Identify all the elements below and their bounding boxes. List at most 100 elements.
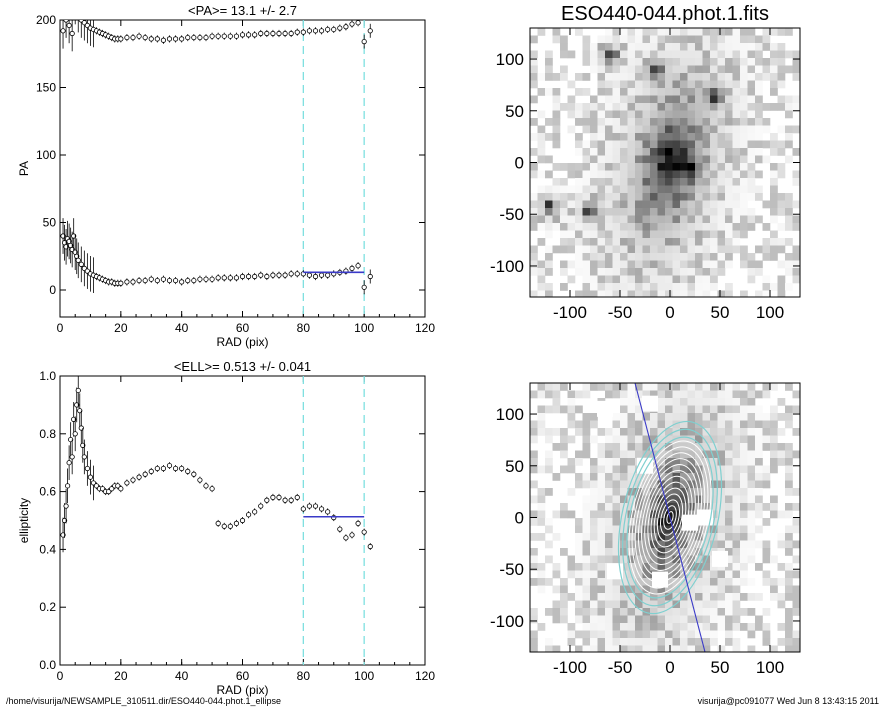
pixel (582, 268, 591, 276)
pixel (635, 645, 643, 652)
pixel (755, 458, 763, 466)
pixel (740, 570, 748, 579)
x-tick-label: 60 (236, 669, 250, 683)
pixel (680, 118, 688, 126)
x-tick-label: 120 (415, 669, 435, 683)
data-point (72, 431, 78, 437)
pixel (740, 435, 748, 444)
pixel (620, 65, 628, 74)
pixel (710, 223, 718, 231)
pixel (672, 163, 681, 171)
pixel (687, 398, 696, 406)
pixel (612, 473, 621, 481)
pixel (627, 268, 636, 276)
pixel (755, 593, 763, 601)
pixel (575, 525, 583, 534)
pixel (537, 200, 546, 209)
data-point (115, 483, 121, 489)
pixel (695, 630, 703, 639)
pixel (672, 533, 681, 541)
pixel (642, 615, 651, 624)
pixel (732, 623, 741, 631)
pixel (740, 510, 748, 519)
pixel (605, 43, 613, 51)
pixel (612, 555, 621, 564)
data-point (361, 529, 367, 535)
pixel (755, 473, 763, 481)
pixel (672, 223, 681, 231)
pixel (717, 35, 726, 44)
pixel (665, 133, 673, 141)
pixel (590, 208, 598, 216)
pixel (665, 43, 673, 51)
pixel (635, 638, 643, 646)
pixel (672, 638, 681, 646)
pixel (695, 80, 703, 89)
pixel (545, 290, 553, 297)
pixel (732, 148, 741, 156)
pixel (725, 593, 733, 601)
pixel (642, 118, 651, 126)
pixel (612, 638, 621, 646)
pixel (650, 185, 658, 194)
pixel (717, 170, 726, 179)
pixel (687, 110, 696, 119)
x-tick-label: 100 (756, 658, 784, 677)
pixel (740, 593, 748, 601)
pixel (575, 238, 583, 246)
pixel (560, 503, 568, 511)
pixel (537, 223, 546, 231)
pixel (710, 35, 718, 44)
pixel (597, 578, 606, 586)
pixel (687, 200, 696, 209)
pixel (785, 623, 793, 631)
pixel (792, 585, 800, 594)
pixel (590, 600, 598, 609)
pixel (777, 283, 786, 291)
pixel (792, 630, 800, 639)
pixel (552, 245, 561, 254)
pixel (792, 540, 800, 549)
pixel (672, 608, 681, 616)
pixel (650, 420, 658, 429)
pixel (725, 223, 733, 231)
data-point (124, 480, 130, 486)
pixel (680, 435, 688, 444)
pixel (732, 555, 741, 564)
pixel (725, 118, 733, 126)
footer-path: /home/visurija/NEWSAMPLE_310511.dir/ESO4… (6, 696, 281, 706)
pixel (725, 413, 733, 421)
pixel (582, 103, 591, 111)
pixel (627, 480, 636, 489)
pixel (762, 200, 771, 209)
pixel (530, 290, 538, 297)
pixel (770, 555, 778, 564)
data-point (81, 454, 87, 460)
pixel (590, 623, 598, 631)
pixel (687, 238, 696, 246)
pixel (650, 390, 658, 399)
pixel (537, 413, 546, 421)
pixel (740, 413, 748, 421)
pixel (695, 555, 703, 564)
pixel (725, 88, 733, 96)
pixel (665, 103, 673, 111)
pixel (612, 645, 621, 652)
data-point (63, 20, 69, 23)
pixel (545, 450, 553, 459)
pixel (702, 155, 711, 164)
pixel (732, 390, 741, 399)
pixel (552, 533, 561, 541)
pixel (785, 383, 793, 391)
pixel (725, 383, 733, 391)
data-point (78, 261, 84, 267)
pixel (665, 185, 673, 194)
pixel (687, 428, 696, 436)
pixel (687, 155, 696, 164)
pixel (740, 110, 748, 119)
pixel (665, 170, 673, 179)
pixel (732, 578, 741, 586)
pixel (642, 473, 651, 481)
pixel (695, 465, 703, 474)
pixel (605, 170, 613, 179)
